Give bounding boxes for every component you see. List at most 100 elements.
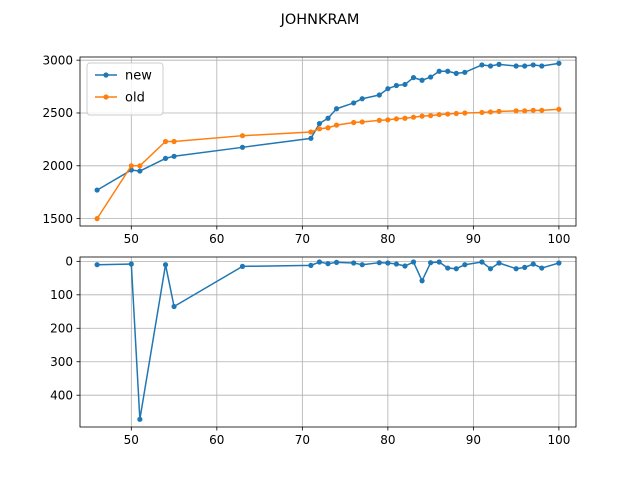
data-point-new — [479, 62, 485, 68]
data-point — [453, 266, 459, 272]
data-point-new — [376, 92, 382, 98]
data-point-old — [513, 108, 519, 114]
legend-label-new: new — [125, 69, 152, 84]
data-point — [539, 265, 545, 271]
data-point — [428, 260, 434, 266]
data-point-old — [530, 107, 536, 113]
data-point — [393, 261, 400, 267]
top-subplot: 50 60 70 80 90 100 1500 2000 2500 3000 new old — [42, 53, 577, 246]
x-tick-label: 80 — [380, 433, 395, 447]
y-tick-label: 400 — [50, 388, 73, 402]
data-point — [462, 262, 468, 268]
y-tick-label: 200 — [50, 321, 73, 335]
y-tick-label: 1500 — [42, 212, 73, 226]
data-point — [325, 261, 331, 267]
data-point-new — [436, 68, 442, 74]
x-tick-label: 100 — [547, 433, 570, 447]
data-point-new — [419, 77, 425, 83]
x-tick-label: 50 — [124, 433, 139, 447]
data-point-new — [402, 81, 408, 88]
data-point — [410, 259, 417, 265]
x-tick-label: 70 — [295, 232, 310, 246]
data-point — [445, 265, 451, 271]
data-point-new — [462, 69, 468, 75]
x-tick-label: 100 — [547, 232, 570, 246]
y-tick-label: 0 — [65, 255, 73, 269]
data-point-new — [385, 86, 391, 92]
data-point — [239, 263, 246, 269]
x-tick-label: 90 — [466, 433, 481, 447]
data-point-old — [351, 119, 357, 126]
data-point-new — [428, 74, 434, 80]
data-point-old — [419, 113, 425, 119]
data-point — [162, 262, 169, 268]
data-point-old — [128, 163, 134, 169]
y-tick-label: 3000 — [42, 53, 73, 67]
data-point-new — [171, 153, 177, 159]
data-point-old — [333, 122, 340, 128]
data-point-new — [308, 135, 314, 141]
data-point — [513, 266, 519, 272]
data-point — [436, 259, 442, 265]
data-point-old — [522, 108, 528, 114]
data-point — [530, 261, 536, 267]
data-point-old — [479, 109, 485, 116]
data-point — [419, 278, 425, 284]
data-point — [496, 260, 502, 266]
data-point-old — [316, 126, 323, 132]
data-point-new — [530, 62, 536, 68]
data-point-old — [428, 113, 434, 119]
data-point-old — [556, 106, 562, 112]
data-point-new — [359, 96, 365, 102]
data-point-old — [385, 117, 391, 123]
x-tick-label: 90 — [466, 232, 481, 246]
x-tick-label: 70 — [295, 433, 310, 447]
data-point-new — [445, 68, 451, 74]
data-point-new — [325, 115, 331, 121]
data-point-new — [556, 60, 562, 66]
data-point — [351, 260, 357, 266]
data-point-new — [539, 63, 545, 69]
data-point-new — [522, 63, 528, 69]
data-point-old — [453, 110, 459, 117]
data-point-old — [137, 163, 143, 169]
legend-marker-new — [103, 72, 109, 78]
data-point — [308, 262, 314, 268]
data-point — [402, 263, 408, 269]
y-tick-label: 300 — [50, 355, 73, 369]
data-point-new — [316, 120, 323, 127]
data-point-old — [402, 115, 408, 121]
data-point-old — [436, 111, 442, 118]
data-point-new — [410, 74, 417, 81]
axes-frame — [79, 56, 577, 227]
data-point-old — [539, 107, 545, 113]
data-point-old — [325, 125, 331, 131]
x-tick-label: 60 — [209, 232, 224, 246]
legend-marker-old — [103, 94, 109, 100]
data-point-old — [445, 111, 451, 117]
data-point — [522, 264, 528, 270]
data-point-new — [496, 61, 502, 67]
data-point-new — [513, 63, 519, 69]
legend-label-old: old — [125, 91, 145, 106]
data-point-old — [487, 109, 494, 115]
y-tick-label: 2000 — [42, 159, 73, 173]
x-tick-label: 60 — [209, 433, 224, 447]
data-point — [171, 303, 177, 310]
data-point-old — [393, 116, 400, 122]
data-point — [487, 266, 494, 272]
data-point — [128, 261, 134, 267]
data-point — [385, 260, 391, 266]
data-point-old — [462, 110, 468, 116]
data-point-old — [94, 216, 100, 222]
data-point — [94, 262, 100, 268]
data-point — [479, 259, 485, 265]
data-point — [556, 260, 562, 266]
data-point-old — [496, 108, 502, 114]
y-tick-label: 100 — [50, 288, 73, 302]
data-point-old — [359, 119, 365, 125]
x-tick-label: 50 — [124, 232, 139, 246]
data-point-old — [239, 133, 246, 139]
chart-title: JOHNKRAM — [280, 12, 360, 28]
